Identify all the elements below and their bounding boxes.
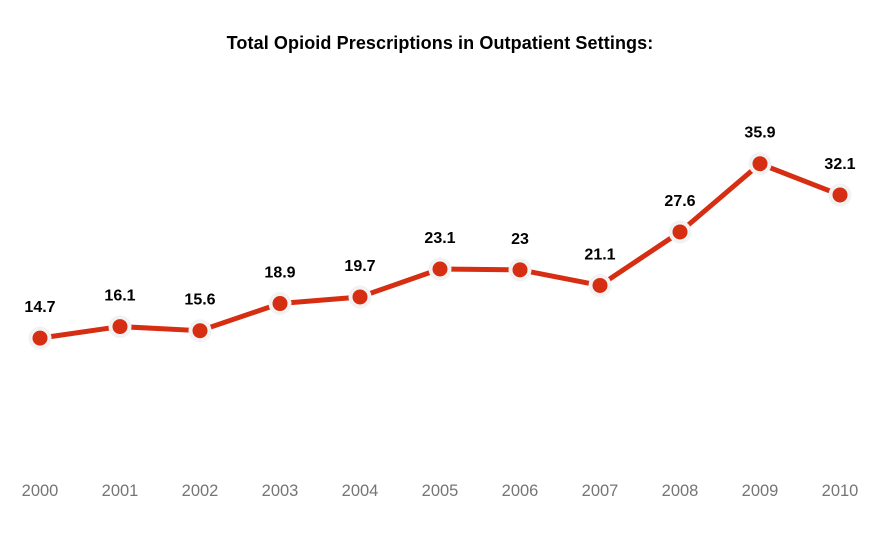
x-axis-tick-label: 2004 <box>342 482 379 500</box>
chart-title: Total Opioid Prescriptions in Outpatient… <box>226 33 654 53</box>
data-point-marker <box>432 261 448 277</box>
data-point-marker <box>272 296 288 312</box>
x-axis-tick-label: 2006 <box>502 482 539 500</box>
data-point-label: 23.1 <box>424 230 455 247</box>
data-point-marker <box>832 187 848 203</box>
x-axis-tick-label: 2008 <box>662 482 699 500</box>
data-point-label: 32.1 <box>824 156 855 173</box>
data-point-marker <box>672 224 688 240</box>
x-axis-tick-label: 2010 <box>822 482 859 500</box>
data-point-marker <box>32 330 48 346</box>
x-axis-tick-label: 2009 <box>742 482 779 500</box>
data-point-marker <box>192 323 208 339</box>
data-point-label: 35.9 <box>744 125 775 142</box>
data-point-label: 18.9 <box>264 265 295 282</box>
data-point-marker <box>752 156 768 172</box>
data-point-label: 21.1 <box>584 246 615 263</box>
x-axis-tick-label: 2002 <box>182 482 219 500</box>
data-point-label: 14.7 <box>24 299 55 316</box>
data-point-label: 27.6 <box>664 193 695 210</box>
data-point-label: 23 <box>511 231 529 248</box>
data-point-marker <box>592 277 608 293</box>
data-point-label: 16.1 <box>104 288 135 305</box>
x-axis-tick-label: 2003 <box>262 482 299 500</box>
x-axis-tick-label: 2001 <box>102 482 139 500</box>
data-point-marker <box>352 289 368 305</box>
data-point-label: 19.7 <box>344 258 375 275</box>
x-axis-tick-label: 2000 <box>22 482 59 500</box>
x-axis-tick-label: 2007 <box>582 482 619 500</box>
x-axis-tick-label: 2005 <box>422 482 459 500</box>
data-point-marker <box>512 262 528 278</box>
series-line <box>37 161 843 341</box>
data-point-marker <box>112 319 128 335</box>
data-point-label: 15.6 <box>184 292 215 309</box>
